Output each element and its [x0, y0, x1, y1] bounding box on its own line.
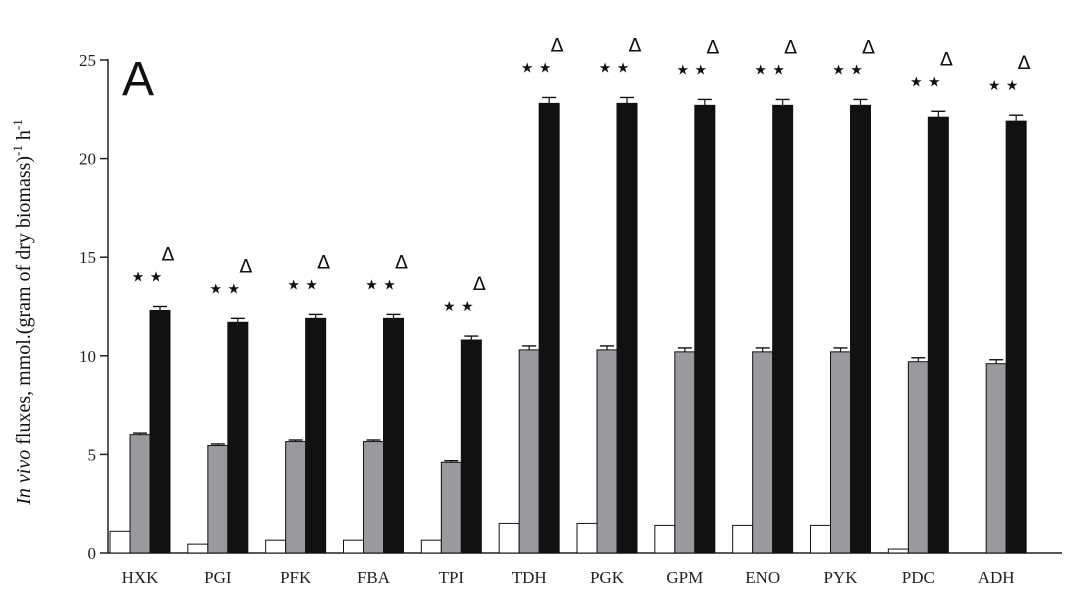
- bar: [830, 351, 851, 554]
- bar: [654, 524, 676, 554]
- star-mark: ★: [599, 60, 612, 76]
- bar: [616, 102, 638, 554]
- star-mark: ★: [988, 78, 1001, 94]
- bar: [887, 548, 909, 554]
- star-mark: ★: [461, 299, 474, 315]
- category-label: HXK: [122, 568, 160, 587]
- star-mark: ★: [850, 62, 863, 78]
- category-label: PGI: [204, 568, 232, 587]
- bar: [927, 116, 949, 554]
- star-mark: ★: [132, 270, 145, 286]
- star-mark: ★: [150, 270, 163, 286]
- delta-mark: Δ: [706, 36, 719, 58]
- category-label: PFK: [280, 568, 312, 587]
- y-tick-label: 5: [88, 445, 97, 464]
- delta-mark: Δ: [1018, 52, 1031, 74]
- category-label: PGK: [590, 568, 625, 587]
- bar: [440, 461, 462, 554]
- bar: [227, 321, 249, 554]
- star-mark: ★: [305, 277, 318, 293]
- y-axis-label: In vivo fluxes, mmol.(gram of dry biomas…: [10, 119, 35, 506]
- bar: [343, 539, 364, 554]
- bar: [498, 522, 520, 554]
- star-mark: ★: [772, 62, 785, 78]
- star-mark: ★: [443, 299, 456, 315]
- star-mark: ★: [539, 60, 552, 76]
- bar: [596, 349, 618, 554]
- bar: [694, 104, 716, 554]
- category-label: GPM: [666, 568, 703, 587]
- delta-mark: Δ: [629, 34, 642, 56]
- star-mark: ★: [832, 62, 845, 78]
- bar: [752, 351, 774, 554]
- bar: [772, 104, 794, 554]
- bar: [985, 363, 1007, 554]
- bar: [187, 543, 209, 554]
- bar: [460, 339, 482, 554]
- bar: [538, 102, 560, 554]
- bar: [363, 441, 384, 554]
- star-mark: ★: [228, 281, 241, 297]
- y-tick-label: 10: [79, 347, 96, 366]
- bar: [810, 524, 831, 554]
- bar: [109, 530, 131, 554]
- delta-mark: Δ: [551, 34, 564, 56]
- y-tick-label: 20: [79, 150, 96, 169]
- star-mark: ★: [617, 60, 630, 76]
- bar: [907, 361, 929, 554]
- star-mark: ★: [677, 62, 690, 78]
- y-axis-label-sup1: -1: [10, 145, 25, 156]
- bar: [576, 522, 598, 554]
- star-mark: ★: [383, 277, 396, 293]
- category-label: PDC: [902, 568, 935, 587]
- bar: [285, 441, 307, 554]
- y-tick-label: 0: [88, 544, 97, 563]
- star-mark: ★: [928, 74, 941, 90]
- star-mark: ★: [365, 277, 378, 293]
- star-mark: ★: [521, 60, 534, 76]
- bar: [149, 309, 171, 554]
- star-mark: ★: [210, 281, 223, 297]
- category-label: TPI: [439, 568, 465, 587]
- category-label: PYK: [823, 568, 858, 587]
- bars: [109, 96, 1027, 554]
- bar: [129, 434, 151, 554]
- category-label: ENO: [745, 568, 780, 587]
- star-mark: ★: [910, 74, 923, 90]
- delta-mark: Δ: [239, 255, 252, 277]
- star-mark: ★: [1006, 78, 1019, 94]
- category-label: FBA: [357, 568, 391, 587]
- delta-mark: Δ: [395, 251, 408, 273]
- bar: [265, 539, 287, 554]
- bar: [518, 349, 540, 554]
- star-mark: ★: [754, 62, 767, 78]
- bar: [305, 317, 327, 554]
- bar: [420, 539, 442, 554]
- bar: [850, 104, 871, 554]
- delta-mark: Δ: [784, 36, 797, 58]
- y-tick-label: 25: [79, 51, 96, 70]
- star-mark: ★: [287, 277, 300, 293]
- category-label: TDH: [512, 568, 547, 587]
- bar: [1005, 120, 1027, 554]
- star-mark: ★: [695, 62, 708, 78]
- category-label: ADH: [978, 568, 1015, 587]
- panel-label: A: [122, 53, 154, 106]
- bar: [732, 524, 754, 554]
- delta-mark: Δ: [940, 48, 953, 70]
- delta-mark: Δ: [162, 244, 175, 266]
- labels: HXK ★ ★ Δ PGI ★ ★ Δ PFK ★ ★ Δ FBA ★ ★ Δ TPI ★ ★ Δ TDH ★ ★ Δ PGK ★…: [122, 34, 1031, 587]
- y-tick-label: 15: [79, 248, 96, 267]
- bar: [674, 351, 696, 554]
- bar: [207, 445, 229, 554]
- y-axis-label-unit: h: [13, 130, 35, 145]
- y-axis-label-sup2: -1: [10, 119, 25, 130]
- y-axis-label-italic: In vivo: [13, 450, 35, 506]
- delta-mark: Δ: [862, 36, 875, 58]
- y-axis-label-rest: fluxes, mmol.(gram of dry biomass): [13, 156, 35, 450]
- bar: [383, 317, 404, 554]
- delta-mark: Δ: [473, 273, 486, 295]
- delta-mark: Δ: [317, 251, 330, 273]
